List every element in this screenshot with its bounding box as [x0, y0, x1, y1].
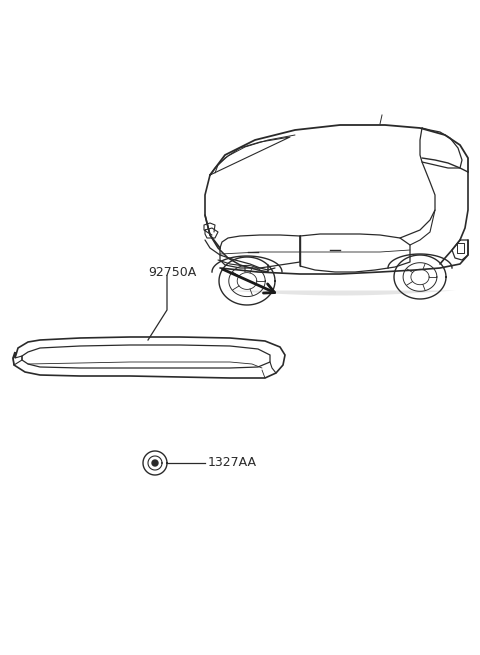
Text: 92750A: 92750A — [148, 265, 196, 278]
Text: 1327AA: 1327AA — [208, 457, 257, 470]
Polygon shape — [152, 460, 158, 466]
